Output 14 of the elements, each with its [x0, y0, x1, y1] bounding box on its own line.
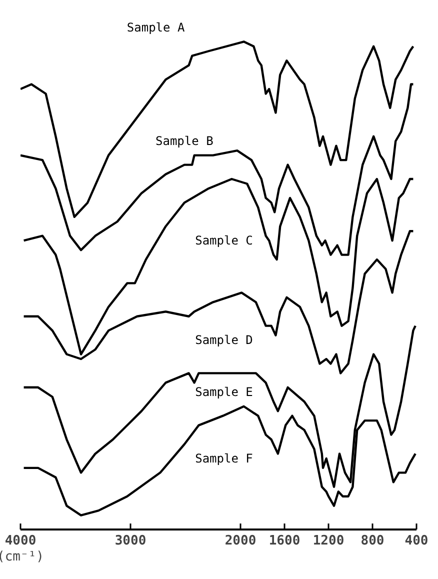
- x-tick-label: 2000: [224, 534, 256, 548]
- x-tick-label: 3000: [114, 534, 146, 548]
- x-axis-title: (cm⁻¹): [0, 550, 44, 564]
- x-tick-label: 4000: [4, 534, 36, 548]
- x-tick-label: 800: [360, 534, 384, 548]
- series-label: Sample A: [126, 20, 186, 34]
- series-label: Sample D: [195, 333, 253, 348]
- series-label: Sample E: [195, 385, 253, 400]
- x-tick-label: 1600: [268, 534, 300, 548]
- x-tick-label: 400: [404, 534, 428, 548]
- series-label: Sample C: [195, 234, 253, 248]
- series-label: Sample B: [156, 134, 214, 148]
- series-label: Sample F: [195, 451, 253, 466]
- x-tick-label: 1200: [312, 534, 344, 548]
